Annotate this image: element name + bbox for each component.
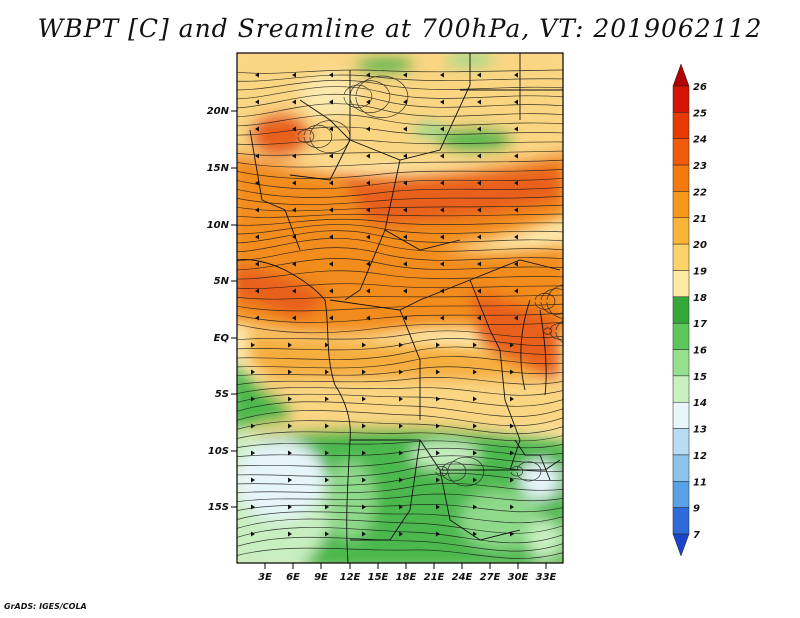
lon-tick-27e: 27E bbox=[480, 563, 501, 583]
colorbar-segment bbox=[672, 164, 690, 192]
colorbar-label: 19 bbox=[693, 266, 707, 277]
colorbar-label: 24 bbox=[693, 135, 707, 146]
colorbar-segment bbox=[672, 507, 690, 535]
lon-tick-9e: 9E bbox=[314, 563, 328, 583]
lon-label-6e: 6E bbox=[286, 572, 300, 583]
colorbar-segment bbox=[672, 270, 690, 298]
colorbar-label: 17 bbox=[693, 319, 707, 330]
streamline-arrows bbox=[251, 72, 518, 537]
lat-label-15n: 15N bbox=[207, 163, 230, 174]
map-panel bbox=[236, 52, 564, 564]
lon-label-24e: 24E bbox=[452, 572, 473, 583]
colorbar-segment bbox=[672, 243, 690, 271]
lon-label-15e: 15E bbox=[368, 572, 389, 583]
lon-tick-21e: 21E bbox=[424, 563, 445, 583]
map-title: WBPT [C] and Sreamline at 700hPa, VT: 20… bbox=[37, 14, 763, 43]
lon-tick-3e: 3E bbox=[258, 563, 272, 583]
lon-tick-12e: 12E bbox=[340, 563, 361, 583]
colorbar-segment bbox=[672, 533, 690, 557]
colorbar-label: 23 bbox=[693, 161, 707, 172]
colorbar-segment bbox=[672, 138, 690, 166]
lon-label-12e: 12E bbox=[340, 572, 361, 583]
colorbar-segment bbox=[672, 296, 690, 324]
colorbar-segments bbox=[672, 63, 690, 557]
wbpt-shading bbox=[237, 53, 563, 563]
lat-tick-eq: EQ bbox=[214, 333, 237, 344]
streamlines bbox=[237, 69, 563, 559]
map-frame bbox=[236, 52, 564, 564]
colorbar-segment bbox=[672, 481, 690, 508]
colorbar-segment bbox=[672, 401, 690, 429]
lat-tick-10s: 10S bbox=[208, 446, 237, 457]
lat-label-20n: 20N bbox=[207, 106, 230, 117]
lat-label-5n: 5N bbox=[214, 276, 230, 287]
lat-label-10n: 10N bbox=[207, 220, 230, 231]
lon-label-9e: 9E bbox=[314, 572, 328, 583]
lon-label-27e: 27E bbox=[480, 572, 501, 583]
lat-label-eq: EQ bbox=[214, 333, 230, 344]
colorbar-label: 11 bbox=[693, 477, 707, 488]
lat-tick-10n: 10N bbox=[207, 220, 237, 231]
colorbar-segment bbox=[672, 428, 690, 456]
lon-tick-33e: 33E bbox=[536, 563, 557, 583]
colorbar-label: 18 bbox=[693, 293, 707, 304]
lat-tick-5s: 5S bbox=[215, 389, 237, 400]
lat-label-5s: 5S bbox=[215, 389, 229, 400]
colorbar-label: 26 bbox=[693, 82, 707, 93]
lon-tick-24e: 24E bbox=[452, 563, 473, 583]
colorbar-label: 16 bbox=[693, 346, 707, 357]
lon-label-21e: 21E bbox=[424, 572, 445, 583]
colorbar-segment bbox=[672, 191, 690, 219]
grads-credit: GrADS: IGES/COLA bbox=[4, 602, 87, 611]
lat-tick-5n: 5N bbox=[214, 276, 237, 287]
lon-label-3e: 3E bbox=[258, 572, 272, 583]
colorbar-label: 21 bbox=[693, 214, 707, 225]
colorbar-label: 14 bbox=[693, 398, 707, 409]
lat-label-10s: 10S bbox=[208, 446, 229, 457]
colorbar-segment bbox=[672, 375, 690, 403]
lat-tick-20n: 20N bbox=[207, 106, 237, 117]
colorbar-label: 13 bbox=[693, 425, 707, 436]
colorbar-segment bbox=[672, 217, 690, 245]
colorbar-label: 12 bbox=[693, 451, 707, 462]
colorbar-segment bbox=[672, 63, 690, 87]
colorbar-label: 7 bbox=[693, 530, 700, 541]
longitude-axis: 3E 6E 9E 12E 15E 18E 21E 24E 27E 30E 33E bbox=[258, 563, 557, 583]
colorbar-label: 9 bbox=[693, 504, 700, 515]
colorbar-label: 15 bbox=[693, 372, 707, 383]
lon-label-33e: 33E bbox=[536, 572, 557, 583]
colorbar-segment bbox=[672, 85, 690, 113]
country-borders bbox=[237, 53, 563, 563]
colorbar-label: 20 bbox=[693, 240, 707, 251]
lat-label-15s: 15S bbox=[208, 502, 229, 513]
colorbar: 26 25 24 23 22 21 20 19 18 17 16 15 14 13 12 11 9 7 bbox=[672, 63, 707, 557]
colorbar-label: 25 bbox=[693, 108, 707, 119]
colorbar-labels: 26 25 24 23 22 21 20 19 18 17 16 15 14 13 12 11 9 7 bbox=[693, 82, 707, 541]
lon-tick-15e: 15E bbox=[368, 563, 389, 583]
lon-label-30e: 30E bbox=[508, 572, 529, 583]
colorbar-segment bbox=[672, 112, 690, 139]
colorbar-segment bbox=[672, 349, 690, 377]
latitude-axis: 20N 15N 10N 5N EQ 5S 10S 15S bbox=[207, 106, 237, 513]
lon-label-18e: 18E bbox=[396, 572, 417, 583]
lon-tick-30e: 30E bbox=[508, 563, 529, 583]
lon-tick-18e: 18E bbox=[396, 563, 417, 583]
lat-tick-15n: 15N bbox=[207, 163, 237, 174]
colorbar-segment bbox=[672, 454, 690, 482]
colorbar-label: 22 bbox=[693, 187, 707, 198]
colorbar-segment bbox=[672, 322, 690, 350]
lon-tick-6e: 6E bbox=[286, 563, 300, 583]
lat-tick-15s: 15S bbox=[208, 502, 237, 513]
